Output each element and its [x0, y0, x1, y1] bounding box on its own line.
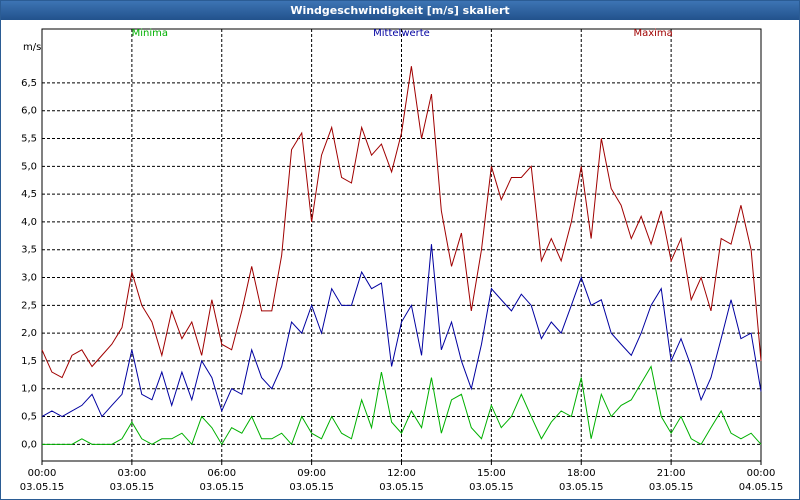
x-tick-label: 21:00 03.05.15	[648, 468, 694, 493]
y-tick-label: 4,0	[21, 217, 37, 228]
legend-entry: Mittelwerte	[373, 28, 430, 39]
x-tick-label: 00:00 04.05.15	[738, 468, 784, 493]
y-tick-label: 5,5	[21, 134, 37, 145]
series-line	[41, 244, 762, 418]
title-bar: Windgeschwindigkeit [m/s] skaliert	[1, 1, 799, 20]
chart: m/s 0,0 0,5 1,0 1,5 2,0 2,5 3,0 3,5 4,0 4,5 5,0 5,5…	[21, 28, 762, 465]
legend-entry: Maxima	[633, 28, 672, 39]
y-tick-label: 6,0	[21, 106, 37, 117]
legend-entry: Minima	[132, 28, 168, 39]
y-tick-label: 4,5	[21, 189, 37, 200]
y-tick-label: 2,5	[21, 300, 37, 311]
series-line	[41, 66, 762, 379]
series-line	[42, 365, 762, 446]
y-tick-label: 0,0	[21, 439, 37, 450]
x-tick-label: 09:00 03.05.15	[289, 468, 334, 493]
y-tick-label: 5,0	[21, 161, 37, 172]
x-tick-label: 15:00 03.05.15	[469, 468, 514, 493]
y-tick-label: 3,5	[21, 245, 37, 256]
x-tick-label: 12:00 03.05.15	[379, 468, 424, 493]
plot-frame	[41, 28, 762, 462]
y-tick-label: 1,0	[21, 384, 37, 395]
y-tick-label: 6,5	[21, 78, 37, 89]
y-tick-label: 2,0	[21, 328, 37, 339]
x-tick-label: 00:00 03.05.15	[19, 468, 65, 493]
y-axis-label: m/s	[23, 42, 41, 53]
x-tick-label: 18:00 03.05.15	[558, 468, 604, 493]
y-tick-label: 1,5	[21, 356, 37, 367]
x-tick-label: 03:00 03.05.15	[109, 468, 155, 493]
y-tick-label: 3,0	[21, 273, 37, 284]
y-tick-label: 0,5	[21, 412, 37, 423]
x-tick-label: 06:00 03.05.15	[199, 468, 245, 493]
